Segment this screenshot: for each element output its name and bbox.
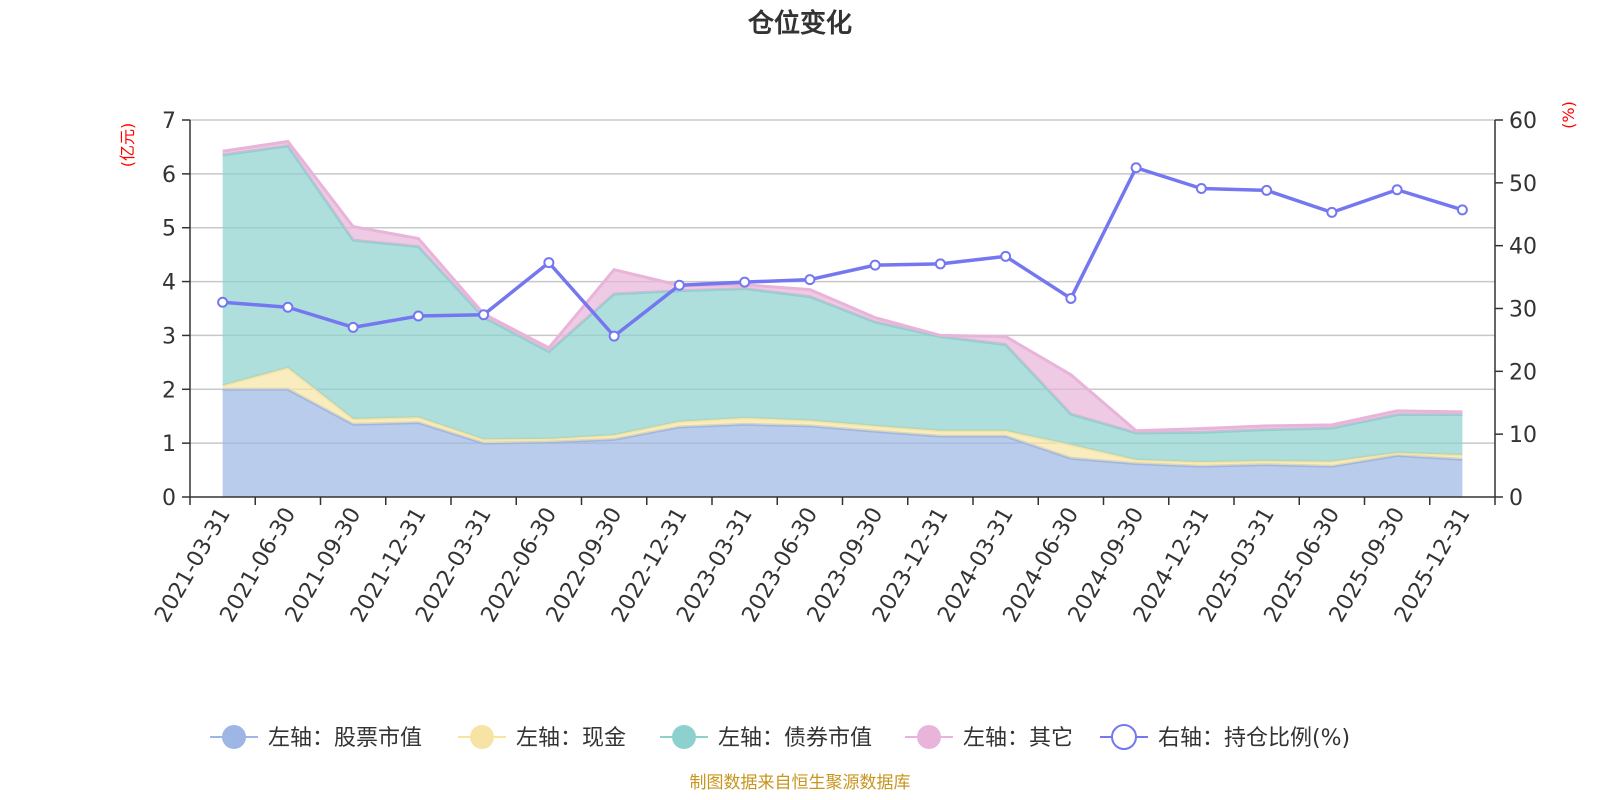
ratio-point <box>1391 184 1403 196</box>
area-1 <box>222 389 1463 497</box>
legend-label: 右轴：持仓比例(%) <box>1158 726 1350 751</box>
legend-label: 左轴：其它 <box>963 726 1073 751</box>
right-tick-label: 30 <box>1509 298 1537 323</box>
area-2 <box>222 367 1463 467</box>
legend-marker <box>222 725 246 749</box>
ratio-point <box>1326 206 1338 218</box>
ratio-point <box>217 296 229 308</box>
ratio-point <box>1130 162 1142 174</box>
legend-marker <box>917 725 941 749</box>
ratio-point <box>543 257 555 269</box>
right-tick-label: 10 <box>1509 423 1537 448</box>
area-3 <box>222 145 1463 462</box>
left-tick-label: 6 <box>162 163 176 188</box>
ratio-point <box>1195 182 1207 194</box>
left-tick-label: 3 <box>162 324 176 349</box>
legend-marker <box>470 725 494 749</box>
chart-title: 仓位变化 <box>747 8 852 39</box>
left-axis-unit: (亿元) <box>118 123 137 168</box>
ratio-point <box>478 309 490 321</box>
holding-ratio-line <box>217 162 1468 342</box>
left-tick-label: 0 <box>162 486 176 511</box>
ratio-point <box>608 330 620 342</box>
ratio-point <box>1261 184 1273 196</box>
legend-marker <box>1111 724 1137 750</box>
ratio-point <box>934 258 946 270</box>
area-edge-4 <box>222 139 1463 433</box>
ratio-point <box>1456 204 1468 216</box>
ratio-point <box>739 276 751 288</box>
right-tick-label: 50 <box>1509 172 1537 197</box>
right-axis-unit: (%) <box>1559 101 1578 129</box>
left-tick-label: 1 <box>162 432 176 457</box>
ratio-line <box>222 166 1463 338</box>
stacked-areas <box>222 139 1463 497</box>
right-tick-label: 60 <box>1509 109 1537 134</box>
right-tick-label: 20 <box>1509 360 1537 385</box>
ratio-point <box>1065 292 1077 304</box>
right-tick-label: 0 <box>1509 486 1523 511</box>
ratio-point <box>282 301 294 313</box>
ratio-point <box>804 274 816 286</box>
ratio-point <box>412 310 424 322</box>
left-tick-label: 7 <box>162 109 176 134</box>
left-tick-label: 4 <box>162 271 176 296</box>
legend: 左轴：股票市值 左轴：现金 左轴：债券市值 左轴：其它 右轴：持仓比例(%) <box>210 724 1350 751</box>
legend-label: 左轴：现金 <box>516 726 626 751</box>
legend-label: 左轴：债券市值 <box>718 726 872 751</box>
ratio-point <box>673 279 685 291</box>
ratio-point <box>1000 250 1012 262</box>
ratio-point <box>347 321 359 333</box>
ratio-point <box>869 259 881 271</box>
legend-label: 左轴：股票市值 <box>268 726 422 751</box>
right-tick-label: 40 <box>1509 235 1537 260</box>
legend-marker <box>672 725 696 749</box>
left-tick-label: 2 <box>162 378 176 403</box>
source-note: 制图数据来自恒生聚源数据库 <box>690 773 911 793</box>
left-tick-label: 5 <box>162 217 176 242</box>
